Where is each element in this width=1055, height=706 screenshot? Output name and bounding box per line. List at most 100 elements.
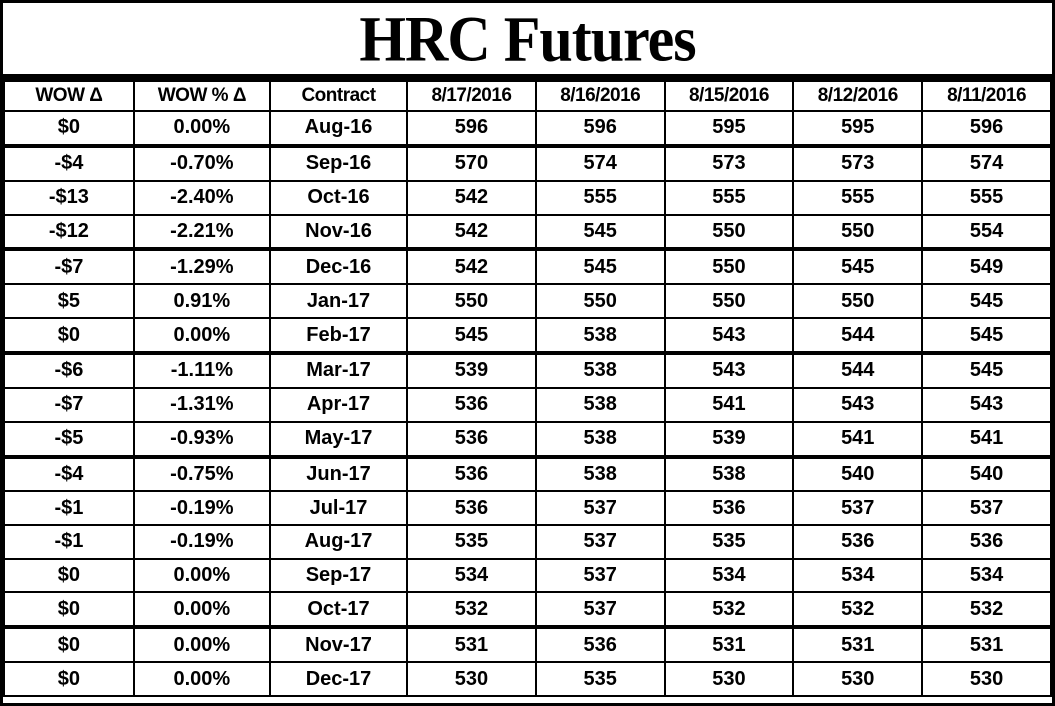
price-cell: 543 xyxy=(663,350,795,389)
column-header-7: 8/11/2016 xyxy=(921,80,1052,112)
price-cell: 544 xyxy=(792,317,924,354)
contract-cell: Oct-17 xyxy=(268,591,409,629)
price-cell: 534 xyxy=(406,557,537,594)
price-cell: 540 xyxy=(792,454,924,493)
price-cell: 536 xyxy=(663,490,795,527)
price-cell: 550 xyxy=(406,283,537,320)
wow-delta-cell: $0 xyxy=(3,591,135,629)
price-cell: 541 xyxy=(921,420,1052,458)
contract-cell: Aug-16 xyxy=(268,110,409,147)
price-cell: 550 xyxy=(663,213,795,251)
contract-cell: Oct-16 xyxy=(268,179,409,216)
price-cell: 543 xyxy=(921,386,1052,423)
wow-delta-cell: $0 xyxy=(3,661,135,697)
price-cell: 596 xyxy=(534,110,666,147)
price-cell: 550 xyxy=(534,283,666,320)
price-cell: 532 xyxy=(921,591,1052,629)
price-cell: 574 xyxy=(534,143,666,182)
header-row: WOW Δ WOW % Δ Contract 8/17/2016 8/16/2016 8/… xyxy=(3,80,1052,112)
price-cell: 545 xyxy=(792,247,924,286)
wow-delta-cell: -$7 xyxy=(3,247,135,286)
contract-cell: Aug-17 xyxy=(268,524,409,560)
price-cell: 554 xyxy=(921,213,1052,251)
table-row-Sep-17: $0 0.00% Sep-17 534 537 534 534 534 xyxy=(3,557,1052,594)
price-cell: 550 xyxy=(663,247,795,286)
price-cell: 534 xyxy=(663,557,795,594)
wow-delta-cell: -$1 xyxy=(3,524,135,560)
wow-delta-cell: -$13 xyxy=(3,179,135,216)
wow-pct-cell: -0.70% xyxy=(132,143,271,182)
price-cell: 545 xyxy=(406,317,537,354)
price-cell: 537 xyxy=(534,591,666,629)
price-cell: 545 xyxy=(921,317,1052,354)
price-cell: 536 xyxy=(406,420,537,458)
price-cell: 531 xyxy=(921,625,1052,664)
wow-delta-cell: -$4 xyxy=(3,143,135,182)
price-cell: 530 xyxy=(792,661,924,697)
contract-cell: Jul-17 xyxy=(268,490,409,527)
wow-pct-cell: -0.93% xyxy=(132,420,271,458)
wow-pct-cell: -2.40% xyxy=(132,179,271,216)
price-cell: 536 xyxy=(406,386,537,423)
wow-pct-cell: -0.75% xyxy=(132,454,271,493)
column-header-5: 8/15/2016 xyxy=(663,80,795,112)
price-cell: 535 xyxy=(406,524,537,560)
table-body: $0 0.00% Aug-16 596 596 595 595 596 -$4 -0.70% Sep… xyxy=(3,110,1052,697)
contract-cell: Dec-16 xyxy=(268,247,409,286)
contract-cell: Feb-17 xyxy=(268,317,409,354)
title-box: HRC Futures xyxy=(3,3,1052,80)
price-cell: 538 xyxy=(534,420,666,458)
wow-pct-cell: 0.00% xyxy=(132,317,271,354)
column-header-6: 8/12/2016 xyxy=(792,80,924,112)
price-cell: 549 xyxy=(921,247,1052,286)
price-cell: 545 xyxy=(921,350,1052,389)
contract-cell: Mar-17 xyxy=(268,350,409,389)
price-cell: 570 xyxy=(406,143,537,182)
price-cell: 530 xyxy=(663,661,795,697)
wow-pct-cell: 0.00% xyxy=(132,110,271,147)
price-cell: 530 xyxy=(406,661,537,697)
wow-delta-cell: $0 xyxy=(3,625,135,664)
price-cell: 550 xyxy=(792,283,924,320)
table-row-Aug-16: $0 0.00% Aug-16 596 596 595 595 596 xyxy=(3,110,1052,147)
price-cell: 574 xyxy=(921,143,1052,182)
wow-delta-cell: -$1 xyxy=(3,490,135,527)
wow-pct-cell: 0.00% xyxy=(132,557,271,594)
price-cell: 595 xyxy=(792,110,924,147)
price-cell: 573 xyxy=(663,143,795,182)
contract-cell: Sep-16 xyxy=(268,143,409,182)
table-row-Feb-17: $0 0.00% Feb-17 545 538 543 544 545 xyxy=(3,317,1052,354)
wow-delta-cell: -$6 xyxy=(3,350,135,389)
contract-cell: Nov-17 xyxy=(268,625,409,664)
price-cell: 536 xyxy=(792,524,924,560)
price-cell: 538 xyxy=(534,454,666,493)
price-cell: 542 xyxy=(406,179,537,216)
wow-pct-cell: -2.21% xyxy=(132,213,271,251)
table-row-Dec-17: $0 0.00% Dec-17 530 535 530 530 530 xyxy=(3,661,1052,697)
table-row-Jul-17: -$1 -0.19% Jul-17 536 537 536 537 537 xyxy=(3,490,1052,527)
price-cell: 539 xyxy=(406,350,537,389)
price-cell: 535 xyxy=(663,524,795,560)
price-cell: 536 xyxy=(406,490,537,527)
price-cell: 536 xyxy=(921,524,1052,560)
price-cell: 538 xyxy=(534,350,666,389)
price-cell: 555 xyxy=(534,179,666,216)
price-cell: 545 xyxy=(534,213,666,251)
wow-pct-cell: -1.11% xyxy=(132,350,271,389)
price-cell: 532 xyxy=(406,591,537,629)
price-cell: 538 xyxy=(534,317,666,354)
table-row-Aug-17: -$1 -0.19% Aug-17 535 537 535 536 536 xyxy=(3,524,1052,560)
price-cell: 530 xyxy=(921,661,1052,697)
price-cell: 541 xyxy=(663,386,795,423)
wow-delta-cell: $0 xyxy=(3,557,135,594)
wow-pct-cell: 0.00% xyxy=(132,625,271,664)
wow-pct-cell: -1.31% xyxy=(132,386,271,423)
wow-delta-cell: -$5 xyxy=(3,420,135,458)
table-row-Apr-17: -$7 -1.31% Apr-17 536 538 541 543 543 xyxy=(3,386,1052,423)
price-cell: 595 xyxy=(663,110,795,147)
price-cell: 550 xyxy=(792,213,924,251)
wow-pct-cell: -1.29% xyxy=(132,247,271,286)
price-cell: 537 xyxy=(534,524,666,560)
column-header-4: 8/16/2016 xyxy=(534,80,666,112)
price-cell: 596 xyxy=(406,110,537,147)
